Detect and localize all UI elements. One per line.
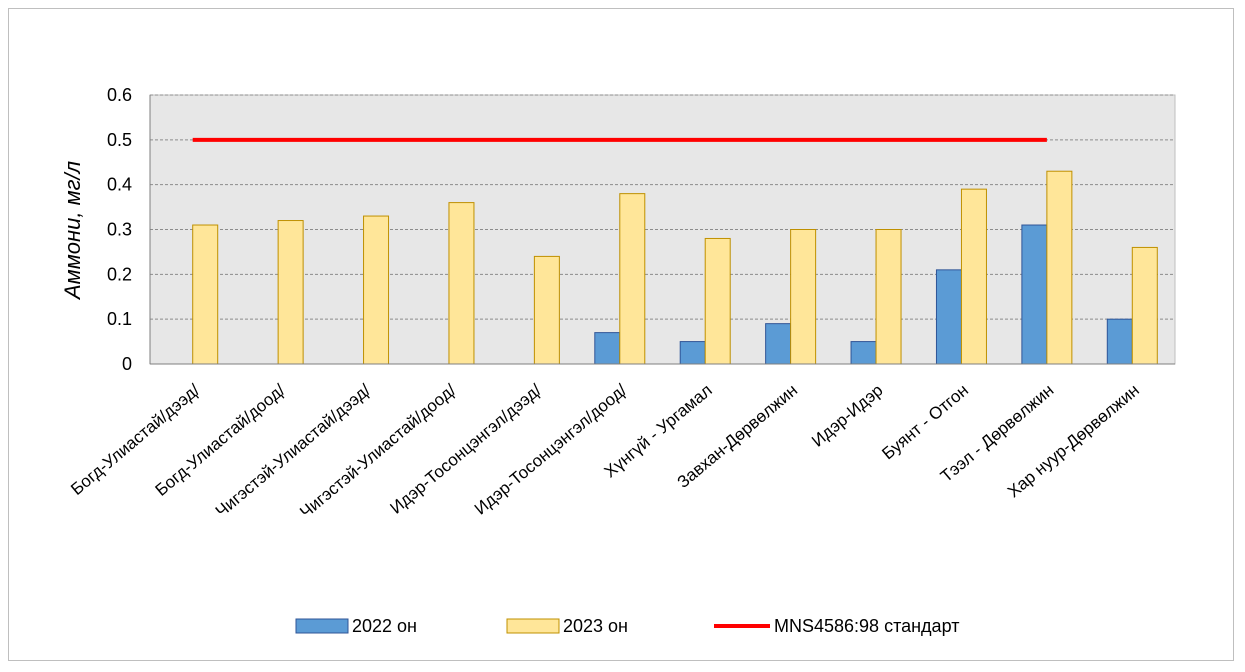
y-tick-label: 0 bbox=[122, 354, 132, 374]
bar-2022 он bbox=[679, 341, 706, 365]
bar-2023 он bbox=[363, 215, 390, 365]
bar-2022 он bbox=[765, 323, 792, 365]
bars bbox=[192, 170, 1158, 365]
y-tick-label: 0.3 bbox=[107, 220, 132, 240]
legend-label: MNS4586:98 стандарт bbox=[774, 616, 959, 636]
y-axis-ticks: 0 0.1 0.2 0.3 0.4 0.5 0.6 bbox=[107, 85, 132, 374]
bar-2022 он bbox=[850, 341, 877, 365]
legend-label: 2022 он bbox=[352, 616, 417, 636]
y-tick-label: 0.4 bbox=[107, 175, 132, 195]
bar-2023 он bbox=[277, 220, 304, 365]
legend-label: 2023 он bbox=[563, 616, 628, 636]
x-tick-label: Идэр-Тосонцэнгэл/доод/ bbox=[471, 380, 631, 518]
bar-2022 он bbox=[1021, 224, 1048, 365]
x-axis-labels: Богд-Улиастай/дээд/Богд-Улиастай/доод/Чи… bbox=[67, 380, 1143, 522]
y-axis-label: Аммони, мг/л bbox=[60, 161, 85, 301]
y-tick-label: 0.1 bbox=[107, 309, 132, 329]
x-tick-label: Чигэстэй-Улиастай/дээд/ bbox=[212, 380, 374, 521]
legend: 2022 он 2023 он MNS4586:98 стандарт bbox=[295, 616, 959, 636]
y-tick-label: 0.2 bbox=[107, 264, 132, 284]
bar-2023 он bbox=[533, 255, 560, 365]
bar-2023 он bbox=[192, 224, 219, 365]
bar-2023 он bbox=[448, 202, 475, 365]
bar-2022 он bbox=[935, 269, 962, 365]
bar-2023 он bbox=[960, 188, 987, 365]
bar-2022 он bbox=[594, 332, 621, 365]
legend-swatch bbox=[506, 618, 560, 634]
bar-2023 он bbox=[790, 229, 817, 365]
bar-2023 он bbox=[875, 229, 902, 365]
x-tick-label: Чигэстэй-Улиастай/доод/ bbox=[296, 380, 460, 522]
x-tick-label: Буянт - Отгон bbox=[878, 381, 972, 464]
bar-2023 он bbox=[1131, 246, 1158, 365]
bar-2023 он bbox=[704, 237, 731, 365]
x-tick-label: Идэр-Идэр bbox=[808, 381, 887, 451]
bar-2022 он bbox=[1106, 318, 1133, 365]
bar-2023 он bbox=[1046, 170, 1073, 365]
bar-2023 он bbox=[619, 193, 646, 365]
x-tick-label: Идэр-Тосонцэнгэл/дээд/ bbox=[387, 380, 546, 517]
y-tick-label: 0.6 bbox=[107, 85, 132, 105]
legend-swatch bbox=[295, 618, 349, 634]
y-tick-label: 0.5 bbox=[107, 130, 132, 150]
